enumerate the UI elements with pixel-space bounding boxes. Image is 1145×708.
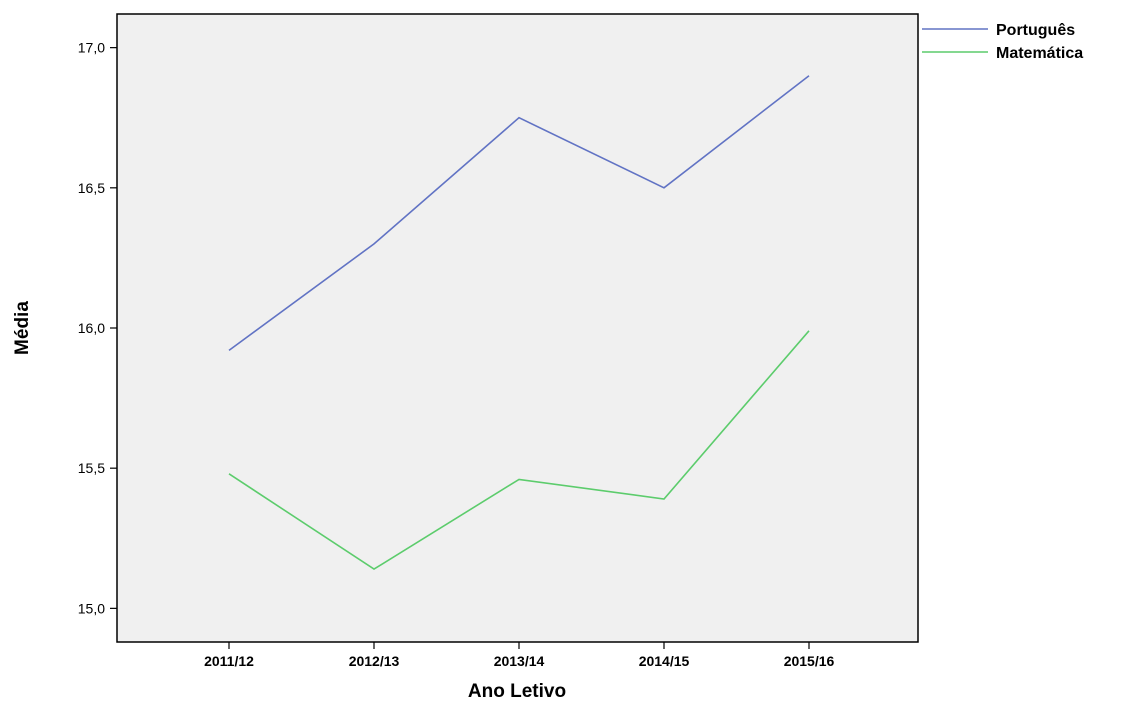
series-lines [228,75,810,571]
y-tick-label: 15,5 [78,460,105,476]
y-axis-title: Média [12,301,33,355]
x-axis: 2011/12 2012/13 2013/14 2014/15 2015/16 [204,642,835,669]
y-axis: 15,0 15,5 16,0 16,5 17,0 [78,40,117,616]
y-tick-label: 15,0 [78,600,105,616]
x-tick-label: 2015/16 [784,653,835,669]
legend: Português Matemática [922,22,1083,62]
x-axis-title: Ano Letivo [468,681,566,702]
legend-label-portugues: Português [996,22,1075,39]
series-line-matematica [228,330,810,571]
y-tick-label: 17,0 [78,40,105,56]
legend-label-matematica: Matemática [996,45,1083,62]
plot-area [116,13,919,643]
x-tick-label: 2011/12 [204,653,254,669]
series-line-portugues [228,75,810,352]
y-tick-label: 16,5 [78,180,105,196]
y-tick-label: 16,0 [78,320,105,336]
x-tick-label: 2012/13 [349,653,400,669]
x-tick-label: 2014/15 [639,653,690,669]
x-tick-label: 2013/14 [494,653,545,669]
